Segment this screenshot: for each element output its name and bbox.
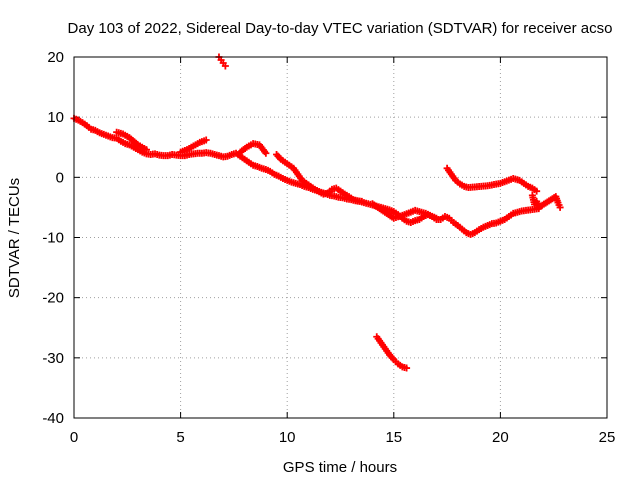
y-axis-label: SDTVAR / TECUs [6, 178, 23, 298]
data-points [70, 53, 564, 372]
data-point-outlier-top [221, 62, 229, 70]
x-axis-label: GPS time / hours [283, 459, 397, 476]
y-tick-label: 0 [56, 169, 64, 186]
data-point-lower-cluster [432, 214, 440, 222]
data-point-parallel-branch [358, 197, 366, 205]
grid-lines [74, 57, 607, 418]
x-tick-labels: 0 5 10 15 20 25 [70, 429, 616, 446]
x-tick-label: 10 [279, 429, 296, 446]
x-tick-label: 20 [492, 429, 509, 446]
data-point-outlier-bottom [403, 364, 411, 372]
data-point-upper-branch-b [202, 136, 210, 144]
y-tick-label: -40 [42, 410, 64, 427]
data-point-upper-branch-c [262, 149, 270, 157]
plot-frame [73, 56, 608, 419]
y-tick-label: -20 [42, 290, 64, 307]
x-tick-label: 0 [70, 429, 78, 446]
chart-title: Day 103 of 2022, Sidereal Day-to-day VTE… [68, 20, 613, 37]
x-tick-label: 5 [176, 429, 184, 446]
data-point-upper-right-arc [533, 187, 541, 195]
data-point-upper-branch-a [142, 146, 150, 154]
y-tick-label: 10 [47, 109, 64, 126]
axis-ticks [73, 56, 608, 419]
y-tick-label: -30 [42, 350, 64, 367]
x-tick-label: 15 [385, 429, 402, 446]
y-tick-label: -10 [42, 230, 64, 247]
y-tick-labels: -40 -30 -20 -10 0 10 20 [42, 49, 64, 427]
y-tick-label: 20 [47, 49, 64, 66]
data-point-right-cluster [556, 203, 564, 211]
x-tick-label: 25 [599, 429, 616, 446]
